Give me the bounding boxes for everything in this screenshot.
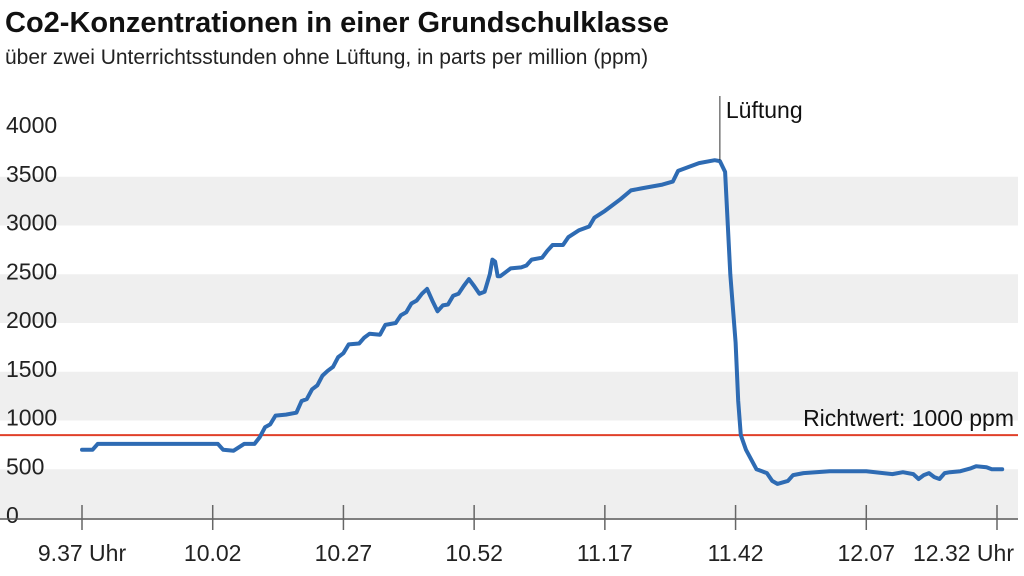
co2-series-line (80, 158, 1005, 486)
x-tick-label: 11.42 (708, 540, 764, 566)
grid-band (0, 274, 1018, 323)
y-tick-label: 500 (6, 453, 44, 479)
x-tick-label: 11.17 (577, 540, 633, 566)
x-tick-label: 10.27 (315, 540, 373, 566)
y-tick-label: 0 (6, 502, 19, 528)
reference-line-group: Richtwert: 1000 ppm (0, 405, 1018, 437)
x-tick-label: 12.32 Uhr (913, 540, 1014, 566)
event-annotation-group: Lüftung (719, 96, 803, 161)
y-tick-label: 2000 (6, 307, 57, 333)
chart-title: Co2-Konzentrationen in einer Grundschulk… (5, 7, 669, 39)
grid-band (0, 176, 1018, 226)
background-bands (0, 176, 1018, 518)
reference-line-label: Richtwert: 1000 ppm (803, 405, 1014, 431)
grid-band (0, 371, 1018, 421)
y-tick-label: 1500 (6, 356, 57, 382)
x-axis: 9.37 Uhr 10.02 10.27 10.52 11.17 11.42 12.07 12… (0, 505, 1018, 566)
event-label: Lüftung (726, 97, 803, 123)
x-tick-label: 10.02 (184, 540, 242, 566)
x-tick-label: 9.37 Uhr (38, 540, 127, 566)
x-tick-label: 12.07 (838, 540, 896, 566)
y-axis-ticks: 0 500 1000 1500 2000 2500 3000 3500 4000 (6, 112, 57, 528)
x-tick-label: 10.52 (445, 540, 503, 566)
y-tick-label: 1000 (6, 405, 57, 431)
series-group (80, 158, 1005, 486)
y-tick-label: 3500 (6, 161, 57, 187)
chart-subtitle: über zwei Unterrichtsstunden ohne Lüftun… (5, 46, 648, 69)
y-tick-label: 2500 (6, 258, 57, 284)
grid-band (0, 469, 1018, 518)
y-tick-label: 4000 (6, 112, 57, 138)
y-tick-label: 3000 (6, 210, 57, 236)
